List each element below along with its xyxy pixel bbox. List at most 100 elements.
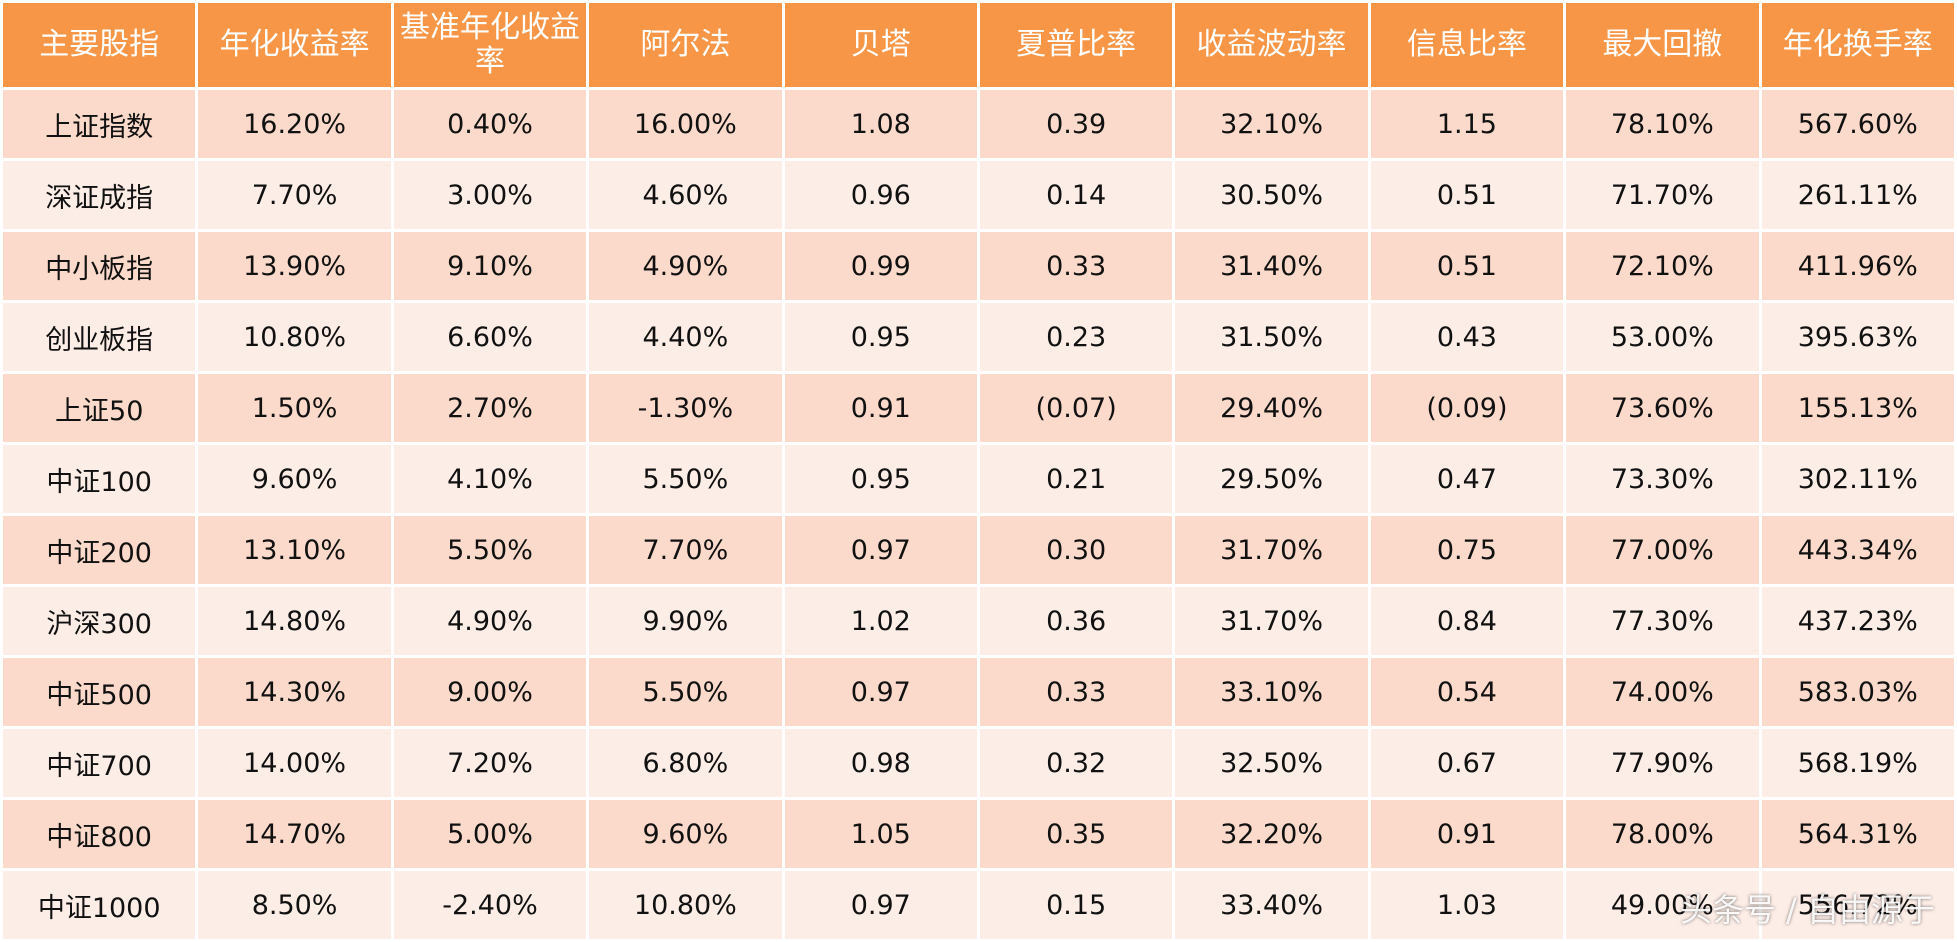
table-cell: 6.60% bbox=[390, 300, 590, 374]
table-cell: 71.70% bbox=[1563, 158, 1762, 232]
table-row: 中小板指 13.90% 9.10% 4.90% 0.99 0.33 31.40% 0.51 72… bbox=[0, 229, 1957, 303]
table-cell: 2.70% bbox=[390, 371, 590, 445]
table-cell: 0.67 bbox=[1367, 726, 1567, 800]
row-label: 中小板指 bbox=[0, 229, 199, 303]
table-cell: 5.50% bbox=[586, 442, 785, 516]
table-cell: 583.03% bbox=[1758, 655, 1957, 729]
table-cell: 31.50% bbox=[1172, 300, 1371, 374]
table-cell: 49.00% bbox=[1563, 868, 1762, 942]
table-cell: 0.23 bbox=[976, 300, 1176, 374]
table-cell: 14.70% bbox=[195, 797, 394, 871]
table-cell: 31.70% bbox=[1172, 584, 1371, 658]
table-cell: 4.90% bbox=[586, 229, 785, 303]
table-cell: 567.60% bbox=[1758, 87, 1957, 161]
table-cell: 9.60% bbox=[195, 442, 394, 516]
header-cell: 信息比率 bbox=[1367, 0, 1567, 90]
table-row: 深证成指 7.70% 3.00% 4.60% 0.96 0.14 30.50% 0.51 71.… bbox=[0, 158, 1957, 232]
table-cell: 0.54 bbox=[1367, 655, 1567, 729]
table-cell: 1.15 bbox=[1367, 87, 1567, 161]
table-cell: 0.97 bbox=[781, 513, 980, 587]
table-cell: 0.32 bbox=[976, 726, 1176, 800]
table-cell: 77.30% bbox=[1563, 584, 1762, 658]
table-cell: 0.95 bbox=[781, 442, 980, 516]
table-cell: 33.40% bbox=[1172, 868, 1371, 942]
table-cell: 1.02 bbox=[781, 584, 980, 658]
header-cell: 年化收益率 bbox=[195, 0, 394, 90]
table-cell: 9.60% bbox=[586, 797, 785, 871]
row-label: 上证50 bbox=[0, 371, 199, 445]
table-cell: 1.05 bbox=[781, 797, 980, 871]
table-cell: -2.40% bbox=[390, 868, 590, 942]
table-cell: 13.10% bbox=[195, 513, 394, 587]
table-cell: 4.40% bbox=[586, 300, 785, 374]
table-cell: 13.90% bbox=[195, 229, 394, 303]
table-cell: 7.70% bbox=[586, 513, 785, 587]
table-cell: 5.50% bbox=[586, 655, 785, 729]
table-cell: 4.90% bbox=[390, 584, 590, 658]
watermark: 头条号 / 自由源于 bbox=[1679, 891, 1935, 929]
table-cell: 0.36 bbox=[976, 584, 1176, 658]
table-cell: 5.00% bbox=[390, 797, 590, 871]
table-cell: 0.39 bbox=[976, 87, 1176, 161]
table-cell: 0.33 bbox=[976, 655, 1176, 729]
table-cell: 4.10% bbox=[390, 442, 590, 516]
table-cell: 9.90% bbox=[586, 584, 785, 658]
table-cell: 0.21 bbox=[976, 442, 1176, 516]
table-row: 上证指数 16.20% 0.40% 16.00% 1.08 0.39 32.10% 1.15 7… bbox=[0, 87, 1957, 161]
table-cell: 74.00% bbox=[1563, 655, 1762, 729]
table-cell: 5.50% bbox=[390, 513, 590, 587]
row-label: 中证800 bbox=[0, 797, 199, 871]
table-cell: 7.20% bbox=[390, 726, 590, 800]
table-cell: 10.80% bbox=[586, 868, 785, 942]
table-cell: 0.30 bbox=[976, 513, 1176, 587]
table-cell: (0.07) bbox=[976, 371, 1176, 445]
table-cell: 7.70% bbox=[195, 158, 394, 232]
table-cell: 78.10% bbox=[1563, 87, 1762, 161]
row-label: 深证成指 bbox=[0, 158, 199, 232]
table-cell: 14.30% bbox=[195, 655, 394, 729]
table-cell: 8.50% bbox=[195, 868, 394, 942]
table-cell: 0.33 bbox=[976, 229, 1176, 303]
table-cell: 73.60% bbox=[1563, 371, 1762, 445]
table-cell: 29.50% bbox=[1172, 442, 1371, 516]
header-cell: 最大回撤 bbox=[1563, 0, 1762, 90]
row-label: 中证200 bbox=[0, 513, 199, 587]
table-cell: 31.40% bbox=[1172, 229, 1371, 303]
table-cell: 72.10% bbox=[1563, 229, 1762, 303]
row-label: 上证指数 bbox=[0, 87, 199, 161]
table-cell: 77.00% bbox=[1563, 513, 1762, 587]
table-cell: 0.96 bbox=[781, 158, 980, 232]
table-cell: 0.98 bbox=[781, 726, 980, 800]
table-cell: 0.91 bbox=[1367, 797, 1567, 871]
table-cell: 0.99 bbox=[781, 229, 980, 303]
table-cell: 0.95 bbox=[781, 300, 980, 374]
table-row: 中证700 14.00% 7.20% 6.80% 0.98 0.32 32.50% 0.67 7… bbox=[0, 726, 1957, 800]
table-cell: (0.09) bbox=[1367, 371, 1567, 445]
table-cell: 29.40% bbox=[1172, 371, 1371, 445]
table-cell: 0.35 bbox=[976, 797, 1176, 871]
table-cell: 0.15 bbox=[976, 868, 1176, 942]
table-cell: -1.30% bbox=[586, 371, 785, 445]
table-row: 上证50 1.50% 2.70% -1.30% 0.91 (0.07) 29.40% (0.0… bbox=[0, 371, 1957, 445]
table-cell: 0.43 bbox=[1367, 300, 1567, 374]
table-row: 中证500 14.30% 9.00% 5.50% 0.97 0.33 33.10% 0.54 7… bbox=[0, 655, 1957, 729]
row-label: 沪深300 bbox=[0, 584, 199, 658]
table-cell: 0.47 bbox=[1367, 442, 1567, 516]
table-cell: 16.00% bbox=[586, 87, 785, 161]
table-cell: 16.20% bbox=[195, 87, 394, 161]
header-cell: 收益波动率 bbox=[1172, 0, 1371, 90]
table-cell: 411.96% bbox=[1758, 229, 1957, 303]
table-cell: 14.00% bbox=[195, 726, 394, 800]
row-label: 中证1000 bbox=[0, 868, 199, 942]
table-cell: 0.97 bbox=[781, 655, 980, 729]
table-row: 中证200 13.10% 5.50% 7.70% 0.97 0.30 31.70% 0.75 7… bbox=[0, 513, 1957, 587]
row-label: 中证100 bbox=[0, 442, 199, 516]
table-row: 沪深300 14.80% 4.90% 9.90% 1.02 0.36 31.70% 0.84 7… bbox=[0, 584, 1957, 658]
table-cell: 261.11% bbox=[1758, 158, 1957, 232]
table-cell: 437.23% bbox=[1758, 584, 1957, 658]
table-cell: 0.91 bbox=[781, 371, 980, 445]
table-cell: 0.51 bbox=[1367, 229, 1567, 303]
table-cell: 6.80% bbox=[586, 726, 785, 800]
header-cell: 年化换手率 bbox=[1758, 0, 1957, 90]
